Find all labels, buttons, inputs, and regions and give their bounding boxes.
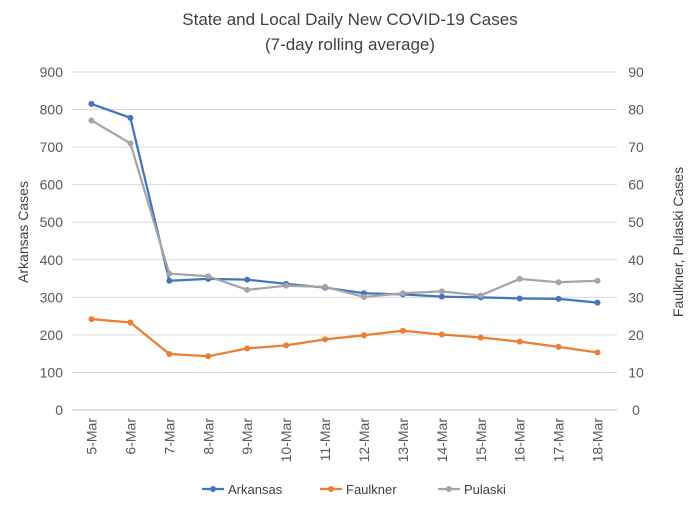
- right-tick-label: 30: [628, 289, 644, 305]
- faulkner-line: [91, 317, 598, 358]
- pulaski-point: [88, 117, 95, 124]
- right-tick-label: 20: [628, 327, 644, 343]
- pulaski-point: [555, 279, 562, 286]
- arkansas-point: [438, 293, 445, 300]
- arkansas-point: [594, 299, 601, 306]
- pulaski-point: [516, 275, 523, 282]
- left-tick-label: 200: [40, 327, 64, 343]
- faulkner-point: [283, 342, 290, 349]
- left-tick-label: 100: [40, 364, 64, 380]
- legend: Arkansas Faulkner Pulaski: [202, 482, 506, 497]
- right-tick-label: 90: [628, 64, 644, 80]
- series-arkansas: [88, 100, 601, 306]
- pulaski-point: [283, 282, 290, 289]
- x-tick-label: 8-Mar: [200, 418, 216, 455]
- x-tick-label: 10-Mar: [278, 418, 294, 463]
- faulkner-point: [438, 331, 445, 338]
- left-tick-label: 900: [40, 64, 64, 80]
- right-axis-ticks: 0 10 20 30 40 50 60 70 80 90: [628, 64, 644, 418]
- pulaski-point: [360, 293, 367, 300]
- arkansas-point: [516, 295, 523, 302]
- series-layer: [88, 100, 601, 360]
- chart-title: State and Local Daily New COVID-19 Cases: [182, 10, 517, 29]
- x-tick-label: 12-Mar: [356, 418, 372, 463]
- x-tick-label: 13-Mar: [395, 418, 411, 463]
- faulkner-point: [594, 349, 601, 356]
- x-tick-label: 17-Mar: [551, 418, 567, 463]
- right-tick-label: 50: [628, 214, 644, 230]
- pulaski-line: [90, 119, 598, 299]
- legend-label-pulaski: Pulaski: [464, 482, 506, 497]
- pulaski-point: [594, 277, 601, 284]
- left-axis-ticks: 0 100 200 300 400 500 600 700 800 900: [40, 64, 64, 418]
- x-tick-label: 15-Mar: [473, 418, 489, 463]
- x-tick-label: 6-Mar: [122, 418, 138, 455]
- faulkner-point: [555, 343, 562, 350]
- faulkner-point: [477, 334, 484, 341]
- right-tick-label: 40: [628, 252, 644, 268]
- pulaski-point: [477, 292, 484, 299]
- faulkner-point: [516, 338, 523, 345]
- right-tick-label: 0: [632, 402, 640, 418]
- legend-marker-arkansas: [210, 486, 216, 492]
- legend-marker-faulkner: [328, 486, 334, 492]
- x-tick-label: 18-Mar: [590, 418, 606, 463]
- pulaski-point: [127, 140, 134, 147]
- series-pulaski: [88, 117, 601, 300]
- arkansas-point: [88, 100, 95, 107]
- left-tick-label: 800: [40, 102, 64, 118]
- x-tick-label: 16-Mar: [512, 418, 528, 463]
- x-axis-ticks: 5-Mar 6-Mar 7-Mar 8-Mar 9-Mar 10-Mar 11-Mar 12-…: [83, 418, 605, 463]
- pulaski-point: [205, 273, 212, 280]
- left-tick-label: 300: [40, 289, 64, 305]
- legend-item-arkansas: Arkansas: [202, 482, 283, 497]
- faulkner-point: [166, 351, 173, 358]
- series-faulkner: [88, 316, 601, 360]
- x-tick-label: 5-Mar: [83, 418, 99, 455]
- x-tick-label: 14-Mar: [434, 418, 450, 463]
- pulaski-point: [322, 283, 329, 290]
- x-tick-label: 9-Mar: [239, 418, 255, 455]
- faulkner-point: [360, 332, 367, 339]
- faulkner-point: [88, 316, 95, 323]
- left-axis-title: Arkansas Cases: [15, 181, 31, 283]
- faulkner-point: [244, 345, 251, 352]
- legend-marker-pulaski: [446, 486, 452, 492]
- legend-item-faulkner: Faulkner: [320, 482, 397, 497]
- x-tick-label: 7-Mar: [161, 418, 177, 455]
- faulkner-point: [399, 327, 406, 334]
- left-tick-label: 400: [40, 252, 64, 268]
- pulaski-point: [399, 290, 406, 297]
- arkansas-point: [127, 114, 134, 121]
- arkansas-point: [244, 276, 251, 283]
- right-tick-label: 60: [628, 177, 644, 193]
- legend-label-faulkner: Faulkner: [346, 482, 397, 497]
- arkansas-point: [166, 277, 173, 284]
- pulaski-point: [166, 270, 173, 277]
- right-tick-label: 80: [628, 102, 644, 118]
- left-tick-label: 500: [40, 214, 64, 230]
- arkansas-point: [555, 295, 562, 302]
- chart-subtitle: (7-day rolling average): [265, 35, 435, 54]
- right-tick-label: 70: [628, 139, 644, 155]
- faulkner-point: [127, 319, 134, 326]
- legend-item-pulaski: Pulaski: [438, 482, 506, 497]
- gridlines: [72, 71, 617, 411]
- faulkner-point: [205, 353, 212, 360]
- x-tick-label: 11-Mar: [317, 418, 333, 462]
- pulaski-point: [438, 288, 445, 295]
- right-tick-label: 10: [628, 364, 644, 380]
- left-tick-label: 700: [40, 139, 64, 155]
- faulkner-point: [322, 336, 329, 343]
- pulaski-point: [244, 286, 251, 293]
- legend-label-arkansas: Arkansas: [228, 482, 283, 497]
- left-tick-label: 0: [55, 402, 63, 418]
- arkansas-line: [91, 102, 598, 304]
- left-tick-label: 600: [40, 177, 64, 193]
- right-axis-title: Faulkner, Pulaski Cases: [670, 167, 686, 317]
